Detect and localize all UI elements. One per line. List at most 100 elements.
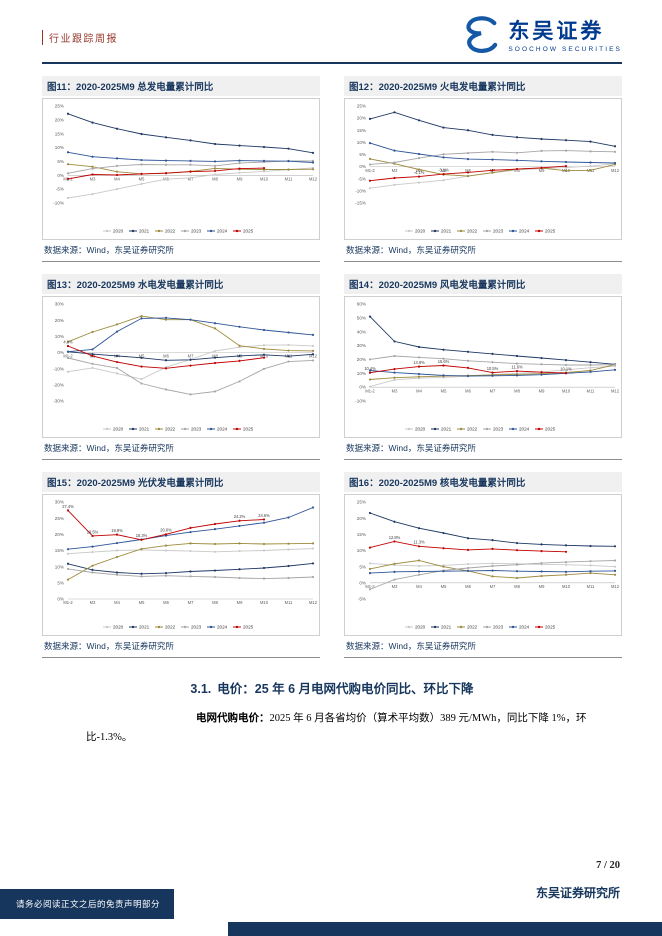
header-divider (42, 62, 622, 64)
svg-text:M6: M6 (465, 388, 471, 393)
svg-text:M4: M4 (416, 388, 422, 393)
body-text: 2025 年 6 月各省均价（算术平均数）389 元/MWh，同比下降 1%，环… (86, 713, 587, 744)
svg-text:M9: M9 (237, 600, 243, 605)
svg-text:M6: M6 (163, 354, 169, 359)
figure-13-block: 图13：2020-2025M9 水电发电量累计同比 -30% -20% -10% 0%… (42, 274, 320, 460)
svg-text:2024: 2024 (519, 229, 530, 234)
svg-text:50%: 50% (357, 315, 366, 320)
svg-text:M1-2: M1-2 (63, 600, 73, 605)
svg-text:20%: 20% (55, 532, 64, 537)
svg-text:0%: 0% (359, 385, 366, 390)
svg-text:4.0%: 4.0% (63, 339, 73, 344)
svg-text:10%: 10% (55, 145, 64, 150)
svg-text:M6: M6 (163, 600, 169, 605)
svg-text:-10%: -10% (355, 399, 366, 404)
svg-text:18.3%: 18.3% (136, 533, 148, 538)
svg-text:-30%: -30% (53, 399, 64, 404)
svg-text:-5%: -5% (358, 176, 366, 181)
svg-text:2020: 2020 (113, 427, 124, 432)
svg-text:M9: M9 (539, 168, 545, 173)
figure-title: 图14：2020-2025M9 风电发电量累计同比 (344, 274, 622, 294)
figure-11-block: 图11：2020-2025M9 总发电量累计同比 -10% -5% 0% 5% 10% 1… (42, 76, 320, 262)
chart-hydro-generation-yoy: -30%-20%-10%0%10%20%30%M1-2M3M4M5M6M7M8M… (42, 296, 320, 438)
svg-text:-10%: -10% (53, 366, 64, 371)
brand-text: 东吴证券 SOOCHOW SECURITIES (508, 20, 622, 52)
svg-text:M12: M12 (611, 584, 620, 589)
svg-text:25%: 25% (55, 104, 64, 109)
svg-text:2021: 2021 (139, 427, 150, 432)
svg-text:M12: M12 (309, 354, 318, 359)
page-content: 图11：2020-2025M9 总发电量累计同比 -10% -5% 0% 5% 10% 1… (42, 76, 622, 748)
svg-text:2022: 2022 (467, 229, 478, 234)
svg-text:-5%: -5% (56, 187, 64, 192)
svg-text:-10%: -10% (355, 188, 366, 193)
svg-text:12.8%: 12.8% (389, 535, 401, 540)
svg-text:5%: 5% (57, 159, 64, 164)
svg-text:20%: 20% (357, 357, 366, 362)
svg-text:2022: 2022 (467, 427, 478, 432)
svg-text:-4.1%: -4.1% (414, 170, 425, 175)
figure-title: 图16：2020-2025M9 核电发电量累计同比 (344, 472, 622, 492)
section-title: 电价：25 年 6 月电网代购电价同比、环比下降 (217, 682, 474, 696)
svg-text:20%: 20% (357, 116, 366, 121)
svg-text:M10: M10 (562, 584, 571, 589)
page-header: 行业跟踪周报 东吴证券 SOOCHOW SECURITIES (42, 14, 622, 59)
data-source-note: 数据来源：Wind，东吴证券研究所 (344, 240, 622, 262)
svg-text:15%: 15% (55, 131, 64, 136)
svg-text:M4: M4 (114, 600, 120, 605)
svg-text:27.4%: 27.4% (62, 504, 74, 509)
svg-text:0%: 0% (57, 350, 64, 355)
figure-12-block: 图12：2020-2025M9 火电发电量累计同比 -15% -10% -5% 0% 5… (344, 76, 622, 262)
svg-text:19.5%: 19.5% (87, 529, 99, 534)
svg-text:10%: 10% (55, 334, 64, 339)
svg-text:0%: 0% (359, 164, 366, 169)
svg-text:0%: 0% (57, 597, 64, 602)
svg-text:2024: 2024 (217, 427, 228, 432)
svg-text:M8: M8 (212, 176, 218, 181)
svg-text:2024: 2024 (217, 229, 228, 234)
institute-name: 东吴证券研究所 (535, 886, 620, 900)
svg-text:M1-2: M1-2 (365, 584, 375, 589)
svg-text:15.6%: 15.6% (438, 359, 450, 364)
svg-text:2025: 2025 (243, 427, 254, 432)
figure-15-block: 图15：2020-2025M9 光伏发电量累计同比 0% 5% 10% 15% 20% 2… (42, 472, 320, 658)
svg-text:30%: 30% (55, 302, 64, 307)
svg-text:-15%: -15% (355, 201, 366, 206)
svg-text:2023: 2023 (191, 625, 202, 630)
svg-text:M11: M11 (285, 600, 293, 605)
svg-text:M3: M3 (392, 168, 398, 173)
svg-text:25%: 25% (357, 500, 366, 505)
svg-text:M4: M4 (114, 176, 120, 181)
svg-text:2023: 2023 (191, 229, 202, 234)
svg-text:-5%: -5% (358, 597, 366, 602)
svg-text:10%: 10% (55, 564, 64, 569)
svg-text:25%: 25% (357, 104, 366, 109)
svg-text:M1-2: M1-2 (365, 388, 375, 393)
section-number: 3.1. (190, 682, 212, 696)
svg-text:M11: M11 (587, 388, 595, 393)
svg-text:10.1%: 10.1% (560, 367, 572, 372)
svg-text:M7: M7 (188, 600, 194, 605)
svg-text:24.2%: 24.2% (234, 514, 246, 519)
svg-text:2023: 2023 (493, 427, 504, 432)
body-paragraph: 电网代购电价：2025 年 6 月各省均价（算术平均数）389 元/MWh，同比… (42, 709, 622, 748)
data-source-note: 数据来源：Wind，东吴证券研究所 (344, 636, 622, 658)
svg-text:M12: M12 (611, 168, 620, 173)
svg-text:2022: 2022 (165, 427, 176, 432)
svg-text:10%: 10% (357, 140, 366, 145)
svg-text:2023: 2023 (493, 625, 504, 630)
svg-text:2022: 2022 (467, 625, 478, 630)
svg-text:M8: M8 (514, 584, 520, 589)
svg-text:M11: M11 (285, 176, 293, 181)
svg-text:2020: 2020 (415, 427, 426, 432)
disclaimer-bar: 请务必阅读正文之后的免责声明部分 (0, 889, 175, 919)
svg-text:2025: 2025 (545, 625, 556, 630)
footer-accent-bar (228, 922, 662, 936)
svg-text:M5: M5 (139, 600, 145, 605)
svg-text:14.8%: 14.8% (413, 360, 425, 365)
svg-text:10%: 10% (357, 548, 366, 553)
svg-text:M8: M8 (514, 388, 520, 393)
svg-text:11.6%: 11.6% (511, 364, 523, 369)
svg-text:15%: 15% (357, 128, 366, 133)
section-heading: 3.1. 电价：25 年 6 月电网代购电价同比、环比下降 (42, 678, 622, 697)
